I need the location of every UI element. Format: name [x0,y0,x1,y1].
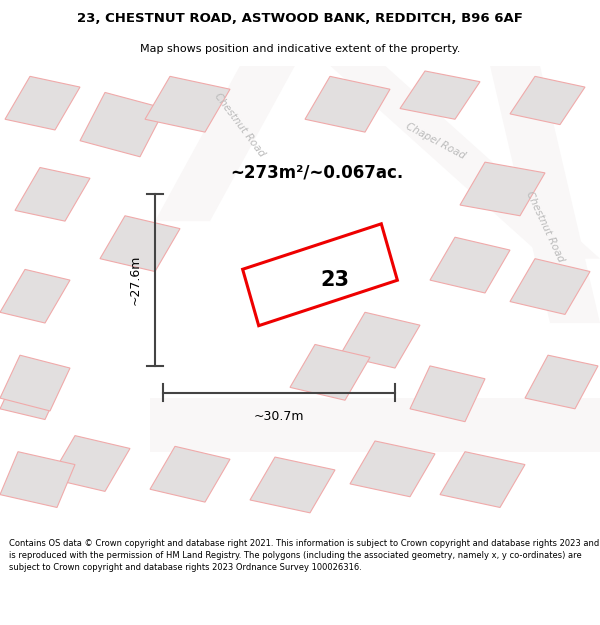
Polygon shape [80,92,165,157]
Polygon shape [350,441,435,497]
Text: Chestnut Road: Chestnut Road [524,189,566,264]
Polygon shape [490,66,600,323]
Polygon shape [525,355,598,409]
Text: Contains OS data © Crown copyright and database right 2021. This information is : Contains OS data © Crown copyright and d… [9,539,599,572]
Polygon shape [0,355,70,411]
Polygon shape [510,76,585,124]
Text: Chestnut Road: Chestnut Road [213,91,267,158]
Polygon shape [15,168,90,221]
Polygon shape [100,216,180,271]
Polygon shape [340,312,420,368]
Text: Map shows position and indicative extent of the property.: Map shows position and indicative extent… [140,44,460,54]
Polygon shape [410,366,485,422]
Text: 23: 23 [320,270,349,290]
Polygon shape [0,269,70,323]
Text: ~30.7m: ~30.7m [254,410,304,423]
Polygon shape [290,344,370,400]
Polygon shape [5,76,80,130]
Polygon shape [305,76,390,132]
Polygon shape [460,162,545,216]
Text: ~27.6m: ~27.6m [128,255,142,305]
Polygon shape [150,446,230,502]
Polygon shape [50,436,130,491]
Polygon shape [0,366,65,419]
Polygon shape [440,452,525,508]
Polygon shape [330,66,600,259]
Text: Chapel Road: Chapel Road [404,121,466,161]
Polygon shape [0,452,75,508]
Polygon shape [155,66,295,221]
Polygon shape [400,71,480,119]
Polygon shape [242,224,397,326]
Polygon shape [510,259,590,314]
Polygon shape [145,76,230,132]
Polygon shape [150,398,600,452]
Polygon shape [250,457,335,513]
Text: ~273m²/~0.067ac.: ~273m²/~0.067ac. [230,164,403,182]
Text: 23, CHESTNUT ROAD, ASTWOOD BANK, REDDITCH, B96 6AF: 23, CHESTNUT ROAD, ASTWOOD BANK, REDDITC… [77,12,523,25]
Polygon shape [430,238,510,293]
